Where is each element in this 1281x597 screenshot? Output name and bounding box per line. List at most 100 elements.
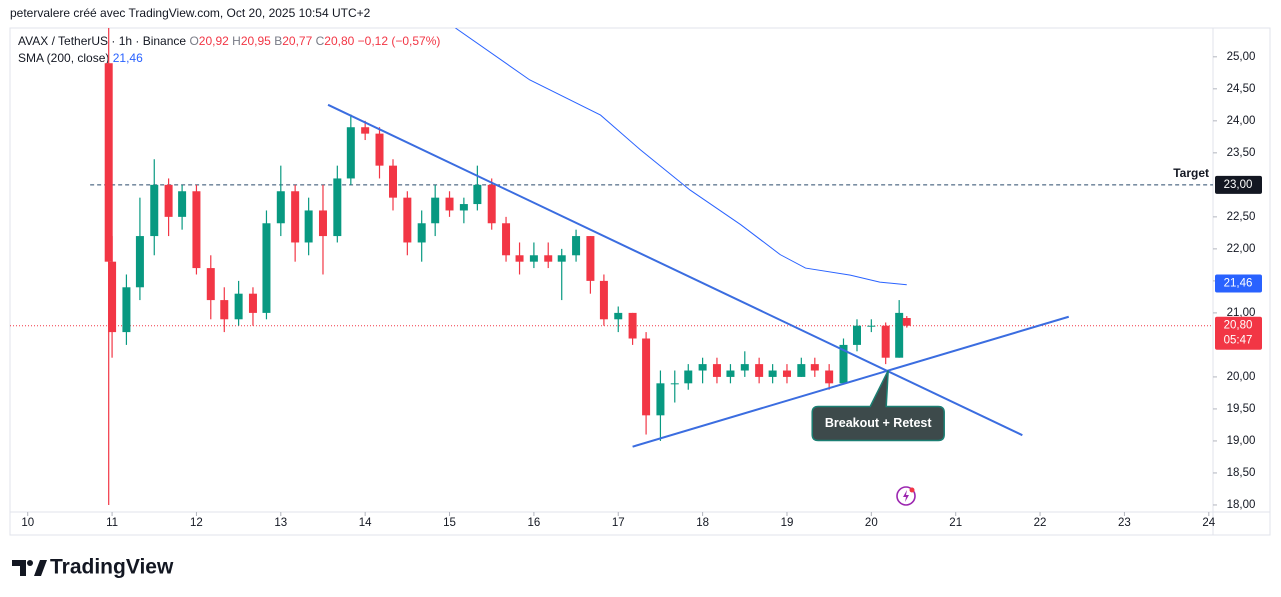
candle-body <box>333 178 342 237</box>
candle-body <box>220 300 229 320</box>
x-tick-label: 21 <box>949 517 962 529</box>
sma-tag <box>1215 274 1262 293</box>
y-tick-label: 18,00 <box>1227 499 1256 511</box>
candle-body <box>599 280 608 320</box>
candle-body <box>586 236 595 281</box>
candle-body <box>684 370 693 384</box>
candle-body <box>192 191 201 269</box>
y-tick-label: 24,00 <box>1227 115 1256 127</box>
candle-body <box>895 312 904 358</box>
y-tick-label: 19,50 <box>1227 403 1256 415</box>
candle-body <box>628 312 637 339</box>
candle-body <box>502 223 511 256</box>
candle-body <box>206 268 215 301</box>
x-tick-label: 17 <box>612 517 625 529</box>
x-tick-label: 15 <box>443 517 456 529</box>
alert-icon <box>896 486 916 506</box>
y-tick-label: 21,00 <box>1227 307 1256 319</box>
sma-tag-label: 21,46 <box>1224 277 1253 289</box>
sma-line <box>455 28 907 286</box>
y-tick-label: 22,50 <box>1227 211 1256 223</box>
candle-body <box>150 184 159 237</box>
x-tick-label: 22 <box>1034 517 1047 529</box>
candle-body <box>389 165 398 198</box>
x-tick-label: 23 <box>1118 517 1131 529</box>
x-tick-label: 13 <box>274 517 287 529</box>
candle-body <box>902 318 911 326</box>
y-tick-label: 23,50 <box>1227 147 1256 159</box>
candle-body <box>797 364 806 377</box>
candle-body <box>881 325 890 358</box>
callout-text: Breakout + Retest <box>825 416 932 430</box>
icon-dot <box>909 487 915 493</box>
y-tick-label: 18,50 <box>1227 467 1256 479</box>
countdown: 05:47 <box>1224 335 1253 347</box>
x-tick-label: 11 <box>106 517 118 529</box>
candle-body <box>839 344 848 384</box>
x-tick-label: 14 <box>359 517 372 529</box>
candle-body <box>656 383 665 416</box>
candle-body <box>726 370 735 377</box>
last-price-label: 20,80 <box>1224 320 1253 332</box>
candle-body <box>572 236 581 256</box>
sma-value: 21,46 <box>113 51 143 65</box>
symbol: AVAX / TetherUS · 1h · Binance <box>18 34 186 48</box>
candle-body <box>712 364 721 377</box>
candle-body <box>122 287 131 333</box>
x-tick-label: 18 <box>696 517 709 529</box>
candle-body <box>557 255 566 262</box>
candle-body <box>445 197 454 211</box>
x-tick-label: 24 <box>1202 517 1215 529</box>
trendline <box>327 103 1023 437</box>
icon-ring <box>896 486 916 506</box>
candle-body <box>361 127 370 134</box>
candle-body <box>487 184 496 224</box>
candle-body <box>459 204 468 211</box>
ohlc-key: C <box>316 34 325 48</box>
candle-body <box>698 364 707 371</box>
candle-body <box>276 191 285 224</box>
logo-mark <box>12 560 26 576</box>
candle-body <box>417 223 426 243</box>
header: petervalere créé avec TradingView.com, O… <box>10 6 371 20</box>
change: −0,12 (−0,57%) <box>358 34 441 48</box>
callout <box>811 370 945 442</box>
brand: TradingView <box>50 556 174 579</box>
ohlc-key: B <box>274 34 282 48</box>
brand-logo <box>12 560 47 576</box>
candle-body <box>318 210 327 237</box>
candle-body <box>234 293 243 320</box>
candle-body <box>164 184 173 217</box>
y-tick-label: 20,00 <box>1227 371 1256 383</box>
x-tick-label: 16 <box>527 517 540 529</box>
candle-body <box>108 261 117 333</box>
candle-body <box>810 364 819 371</box>
candle-body <box>670 383 679 385</box>
y-tick-label: 19,00 <box>1227 435 1256 447</box>
candle-body <box>291 191 300 243</box>
ohlc-value: 20,92 <box>199 34 229 48</box>
target-text: Target <box>1173 166 1209 180</box>
trendline <box>632 315 1070 448</box>
candle-body <box>740 364 749 371</box>
sma-name: SMA (200, close) <box>18 51 109 65</box>
candle-body <box>642 338 651 416</box>
candle-body <box>852 325 861 345</box>
y-tick-label: 22,00 <box>1227 243 1256 255</box>
ohlc-key: O <box>189 34 198 48</box>
candle-body <box>473 184 482 205</box>
ohlc-value: 20,80 <box>324 34 354 48</box>
candle-body <box>178 191 187 217</box>
x-tick-label: 20 <box>865 517 878 529</box>
x-tick-label: 12 <box>190 517 203 529</box>
candle-body <box>867 325 876 327</box>
sma-legend: SMA (200, close) 21,46 <box>18 51 143 65</box>
candle-body <box>614 312 623 320</box>
ohlc-value: 20,95 <box>241 34 271 48</box>
x-tick-label: 19 <box>781 517 794 529</box>
candle-body <box>768 370 777 377</box>
candle-body <box>431 197 440 224</box>
candle-body <box>248 293 257 313</box>
candle-body <box>825 370 834 384</box>
